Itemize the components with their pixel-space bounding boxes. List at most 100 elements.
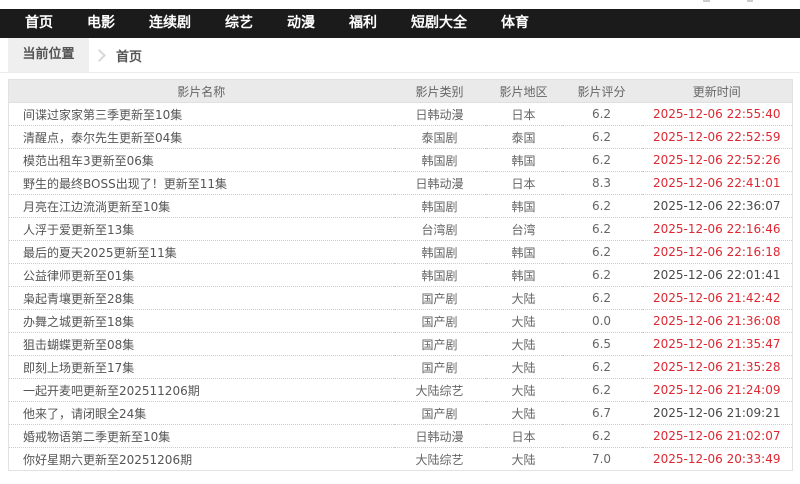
movie-name-link[interactable]: 公益律师更新至01集 <box>23 268 135 283</box>
movie-name-link[interactable]: 一起开麦吧更新至202511206期 <box>23 383 200 398</box>
movie-region-cell: 日本 <box>485 424 562 448</box>
table-row: 办舞之城更新至18集 国产剧 大陆 0.0 2025-12-06 21:36:0… <box>8 309 793 333</box>
col-header-region: 影片地区 <box>485 79 562 103</box>
movie-name-link[interactable]: 他来了，请闭眼全24集 <box>23 406 147 421</box>
movie-score-cell: 6.2 <box>561 194 642 218</box>
movie-name-cell: 清醒点，泰尔先生更新至04集 <box>8 125 394 149</box>
chevron-right-icon <box>93 48 106 62</box>
movie-category-cell: 日韩动漫 <box>393 102 486 126</box>
movie-name-link[interactable]: 狙击蝴蝶更新至08集 <box>23 337 135 352</box>
movie-updated-cell: 2025-12-06 22:36:07 <box>641 194 793 218</box>
movie-region-cell: 大陆 <box>485 355 562 379</box>
movie-name-cell: 公益律师更新至01集 <box>8 263 394 287</box>
movie-name-cell: 月亮在江边流淌更新至10集 <box>8 194 394 218</box>
cropped-glyph-fragment <box>703 0 710 2</box>
table-row: 公益律师更新至01集 韩国剧 韩国 6.2 2025-12-06 22:01:4… <box>8 263 793 287</box>
movie-name-cell: 办舞之城更新至18集 <box>8 309 394 333</box>
table-header-row: 影片名称 影片类别 影片地区 影片评分 更新时间 <box>8 79 793 103</box>
table-row: 一起开麦吧更新至202511206期 大陆综艺 大陆 6.2 2025-12-0… <box>8 378 793 402</box>
movie-category-cell: 国产剧 <box>393 286 486 310</box>
movie-name-cell: 一起开麦吧更新至202511206期 <box>8 378 394 402</box>
movie-name-link[interactable]: 模范出租车3更新至06集 <box>23 153 154 168</box>
table-row: 模范出租车3更新至06集 韩国剧 韩国 6.2 2025-12-06 22:52… <box>8 148 793 172</box>
movie-name-link[interactable]: 办舞之城更新至18集 <box>23 314 135 329</box>
movie-name-link[interactable]: 清醒点，泰尔先生更新至04集 <box>23 130 183 145</box>
breadcrumb-home-link[interactable]: 首页 <box>116 49 143 65</box>
col-header-updated: 更新时间 <box>641 79 793 103</box>
table-row: 最后的夏天2025更新至11集 韩国剧 韩国 6.2 2025-12-06 22… <box>8 240 793 264</box>
nav-item-home[interactable]: 首页 <box>25 15 53 31</box>
movie-updated-cell: 2025-12-06 21:35:28 <box>641 355 793 379</box>
movie-name-link[interactable]: 野生的最终BOSS出现了！更新至11集 <box>23 176 227 191</box>
table-row: 狙击蝴蝶更新至08集 国产剧 大陆 6.5 2025-12-06 21:35:4… <box>8 332 793 356</box>
movie-name-link[interactable]: 你好星期六更新至20251206期 <box>23 452 193 467</box>
table-row: 人浮于爱更新至13集 台湾剧 台湾 6.2 2025-12-06 22:16:4… <box>8 217 793 241</box>
movie-score-cell: 6.2 <box>561 378 642 402</box>
table-row: 清醒点，泰尔先生更新至04集 泰国剧 泰国 6.2 2025-12-06 22:… <box>8 125 793 149</box>
table-row: 间谍过家家第三季更新至10集 日韩动漫 日本 6.2 2025-12-06 22… <box>8 102 793 126</box>
movie-score-cell: 6.2 <box>561 102 642 126</box>
movie-updated-cell: 2025-12-06 21:36:08 <box>641 309 793 333</box>
movie-name-cell: 你好星期六更新至20251206期 <box>8 447 394 471</box>
movie-updated-cell: 2025-12-06 22:41:01 <box>641 171 793 195</box>
movie-name-link[interactable]: 人浮于爱更新至13集 <box>23 222 135 237</box>
movie-score-cell: 8.3 <box>561 171 642 195</box>
movie-name-link[interactable]: 婚戒物语第二季更新至10集 <box>23 429 171 444</box>
movie-name-cell: 枭起青壤更新至28集 <box>8 286 394 310</box>
movie-score-cell: 6.2 <box>561 263 642 287</box>
movie-name-link[interactable]: 枭起青壤更新至28集 <box>23 291 135 306</box>
col-header-category: 影片类别 <box>393 79 486 103</box>
col-header-score: 影片评分 <box>561 79 642 103</box>
cropped-glyph-fragment <box>747 0 753 2</box>
movie-region-cell: 韩国 <box>485 263 562 287</box>
movie-name-cell: 最后的夏天2025更新至11集 <box>8 240 394 264</box>
movie-category-cell: 大陆综艺 <box>393 447 486 471</box>
col-header-name: 影片名称 <box>8 79 394 103</box>
table-row: 月亮在江边流淌更新至10集 韩国剧 韩国 6.2 2025-12-06 22:3… <box>8 194 793 218</box>
nav-item-series[interactable]: 连续剧 <box>149 15 191 31</box>
movie-updated-cell: 2025-12-06 22:16:18 <box>641 240 793 264</box>
movie-region-cell: 大陆 <box>485 286 562 310</box>
table-row: 他来了，请闭眼全24集 国产剧 大陆 6.7 2025-12-06 21:09:… <box>8 401 793 425</box>
movie-updated-cell: 2025-12-06 21:02:07 <box>641 424 793 448</box>
breadcrumb-label: 当前位置 <box>8 38 89 72</box>
movie-score-cell: 6.7 <box>561 401 642 425</box>
movie-name-link[interactable]: 月亮在江边流淌更新至10集 <box>23 199 171 214</box>
table-row: 即刻上场更新至17集 国产剧 大陆 6.2 2025-12-06 21:35:2… <box>8 355 793 379</box>
movie-score-cell: 6.2 <box>561 125 642 149</box>
movie-score-cell: 6.2 <box>561 424 642 448</box>
movie-category-cell: 韩国剧 <box>393 148 486 172</box>
nav-item-anime[interactable]: 动漫 <box>287 15 315 31</box>
movie-region-cell: 韩国 <box>485 148 562 172</box>
nav-item-movies[interactable]: 电影 <box>87 15 115 31</box>
movie-updated-cell: 2025-12-06 21:35:47 <box>641 332 793 356</box>
movie-updated-cell: 2025-12-06 22:52:26 <box>641 148 793 172</box>
nav-item-variety[interactable]: 综艺 <box>225 15 253 31</box>
movie-list: 影片名称 影片类别 影片地区 影片评分 更新时间 间谍过家家第三季更新至10集 … <box>8 79 793 471</box>
movie-region-cell: 韩国 <box>485 240 562 264</box>
movie-category-cell: 日韩动漫 <box>393 171 486 195</box>
movie-name-cell: 他来了，请闭眼全24集 <box>8 401 394 425</box>
movie-score-cell: 6.2 <box>561 217 642 241</box>
movie-score-cell: 0.0 <box>561 309 642 333</box>
movie-category-cell: 国产剧 <box>393 309 486 333</box>
movie-score-cell: 6.2 <box>561 355 642 379</box>
movie-name-cell: 模范出租车3更新至06集 <box>8 148 394 172</box>
movie-score-cell: 6.2 <box>561 240 642 264</box>
nav-item-sports[interactable]: 体育 <box>501 15 529 31</box>
movie-name-link[interactable]: 最后的夏天2025更新至11集 <box>23 245 177 260</box>
movie-region-cell: 大陆 <box>485 309 562 333</box>
nav-item-short-drama[interactable]: 短剧大全 <box>411 15 467 31</box>
movie-name-cell: 婚戒物语第二季更新至10集 <box>8 424 394 448</box>
movie-name-cell: 人浮于爱更新至13集 <box>8 217 394 241</box>
movie-name-link[interactable]: 即刻上场更新至17集 <box>23 360 135 375</box>
movie-score-cell: 7.0 <box>561 447 642 471</box>
movie-name-link[interactable]: 间谍过家家第三季更新至10集 <box>23 107 183 122</box>
movie-name-cell: 野生的最终BOSS出现了！更新至11集 <box>8 171 394 195</box>
nav-item-welfare[interactable]: 福利 <box>349 15 377 31</box>
movie-category-cell: 国产剧 <box>393 401 486 425</box>
movie-updated-cell: 2025-12-06 22:16:46 <box>641 217 793 241</box>
movie-category-cell: 大陆综艺 <box>393 378 486 402</box>
movie-updated-cell: 2025-12-06 21:42:42 <box>641 286 793 310</box>
movie-region-cell: 大陆 <box>485 332 562 356</box>
